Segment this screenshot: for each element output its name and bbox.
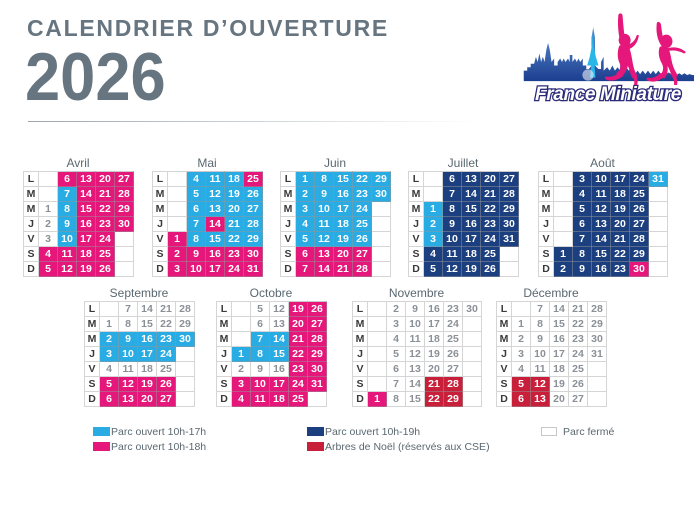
svg-text:France Miniature: France Miniature: [535, 84, 682, 105]
